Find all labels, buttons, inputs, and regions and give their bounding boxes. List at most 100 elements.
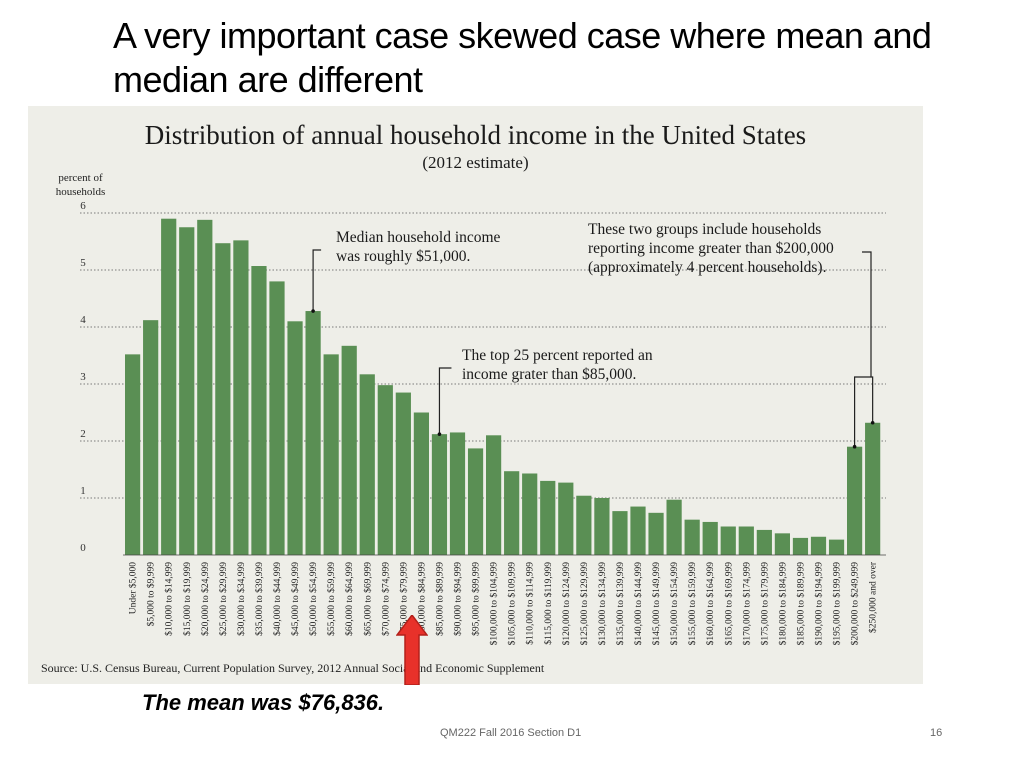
median-marker [311,309,315,313]
x-tick-label: $15,000 to $19,999 [182,562,193,636]
top-group-marker [852,444,857,449]
y-tick-label: 2 [80,428,86,440]
bar [449,432,466,555]
source-note: Source: U.S. Census Bureau, Current Popu… [41,661,545,675]
bar [197,219,213,555]
bar [865,422,881,555]
median-annotation: Median household income [336,229,501,246]
top-groups-leader-line [862,251,872,377]
top-groups-annotation: reporting income greater than $200,000 [588,240,834,257]
bar [395,392,411,555]
bar [774,533,790,555]
mean-arrow-icon [396,615,428,685]
x-tick-label: $160,000 to $164,999 [705,562,716,646]
x-tick-label: $140,000 to $144,999 [633,562,644,646]
chart-panel: Distribution of annual household income … [28,106,923,684]
page-number: 16 [930,727,943,739]
bar [486,435,502,555]
x-tick-label: $130,000 to $134,999 [597,562,608,646]
x-tick-label: $150,000 to $154,999 [669,562,680,646]
bar [612,511,628,555]
bar [756,529,772,555]
bar [251,266,267,555]
median-leader-line [312,249,322,312]
x-tick-label: $80,000 to $84,999 [416,562,427,636]
bar [810,536,827,555]
bar [594,498,610,555]
slide-title: A very important case skewed case where … [113,15,932,100]
x-tick-label: Under $5,000 [128,562,139,614]
bar [648,512,664,555]
bar-chart: 0 1 2 3 4 5 6 Under $5,000 $5,000 to $9,999 $10,0… [80,200,886,646]
x-tick-label: $95,000 to $99,999 [471,562,482,636]
top25-annotation: The top 25 percent reported an [462,347,653,364]
top-groups-annotation: These two groups include households [588,221,821,238]
bar [630,506,646,555]
x-tick-label: $75,000 to $79,999 [398,562,409,636]
bar [720,526,736,555]
x-tick-label: $115,000 to $119,999 [543,562,554,645]
bar [738,526,754,555]
top25-marker [437,432,442,436]
x-tick-label: $30,000 to $34,999 [236,562,247,636]
bar [504,471,520,555]
top25-annotation: income grater than $85,000. [462,366,636,383]
x-tick-label: $35,000 to $39,999 [254,562,265,636]
x-tick-label: $55,000 to $59,999 [326,562,337,636]
y-tick-label: 5 [80,257,86,269]
median-annotation: was roughly $51,000. [336,248,470,265]
bar [792,537,809,555]
bar [576,495,592,555]
bar [341,345,357,555]
bar [666,499,682,555]
bar [467,448,484,555]
bar [359,374,375,555]
x-tick-label: $190,000 to $194,999 [814,562,825,646]
x-tick-label: $145,000 to $149,999 [651,562,662,646]
y-tick-label: 1 [80,485,86,497]
bar [431,434,448,555]
chart-subtitle: (2012 estimate) [422,153,529,172]
y-tick-label: 3 [80,371,86,383]
bar [413,412,429,555]
x-tick-label: $70,000 to $74,999 [380,562,391,636]
x-tick-label: $180,000 to $184,999 [777,562,788,646]
bar [323,354,339,555]
x-tick-label: $200,000 to $249,999 [850,562,861,646]
y-tick-label: 0 [80,542,86,554]
mean-caption: The mean was $76,836. [142,690,385,715]
x-tick-label: $90,000 to $94,999 [453,562,464,636]
bar [305,311,321,555]
x-tick-label: $125,000 to $129,999 [579,562,590,646]
bar [684,519,700,555]
x-tick-label: $85,000 to $89,999 [434,562,445,636]
bar [179,227,195,555]
x-tick-label: $120,000 to $124,999 [561,562,572,646]
x-tick-label: $185,000 to $189,999 [795,562,806,646]
bar [558,482,574,555]
x-tick-label: $65,000 to $69,999 [362,562,373,636]
bar [269,281,285,555]
y-tick-label: 6 [80,200,86,212]
x-tick-label: $5,000 to $9,999 [146,562,157,627]
top-groups-bracket [853,376,874,447]
x-tick-label: $20,000 to $24,999 [200,562,211,636]
footer-text: QM222 Fall 2016 Section D1 [440,727,582,739]
top-groups-annotation: (approximately 4 percent households). [588,259,826,276]
x-tick-label: $195,000 to $199,999 [832,562,843,646]
x-tick-label: $175,000 to $179,999 [759,562,770,646]
bar [847,446,863,555]
x-tick-label: $60,000 to $64,999 [344,562,355,636]
x-tick-label: $250,000 and over [868,561,879,633]
bar [125,354,141,555]
bar [287,321,303,555]
x-tick-label: $45,000 to $49,999 [290,562,301,636]
x-tick-label: $110,000 to $114,999 [525,562,536,645]
x-tick-label: $165,000 to $169,999 [723,562,734,646]
x-tick-label: $155,000 to $159,999 [687,562,698,646]
bar [215,243,231,555]
bar [143,320,159,555]
bar [233,240,249,556]
bar [161,218,177,555]
chart-title: Distribution of annual household income … [144,120,807,150]
